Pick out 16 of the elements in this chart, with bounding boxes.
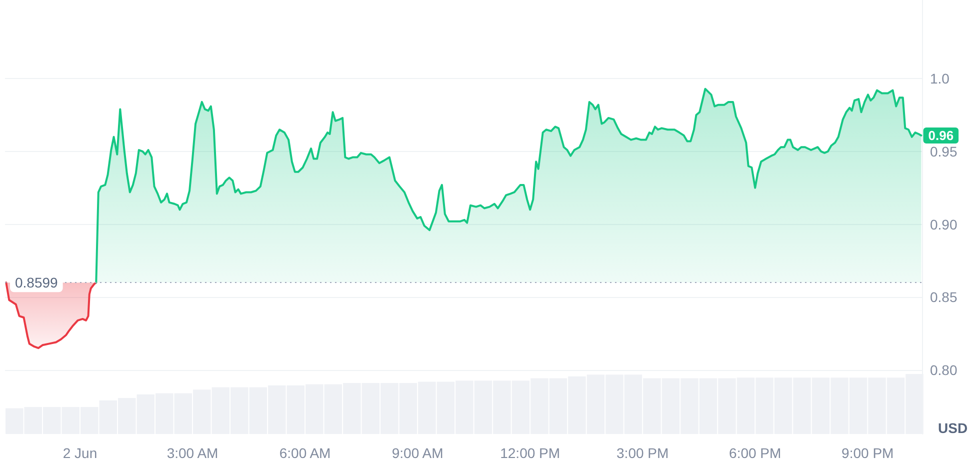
x-tick-label: 9:00 AM [392,445,444,461]
x-tick-label: 3:00 AM [166,445,218,461]
y-axis-title: USD [938,420,968,436]
y-tick-label: 0.80 [930,362,958,378]
y-tick-label: 0.90 [930,216,958,232]
x-tick-label: 12:00 PM [500,445,560,461]
x-tick-label: 9:00 PM [842,445,894,461]
y-tick-label: 0.85 [930,289,958,306]
annotation: 0.96 [928,128,954,143]
y-tick-label: 1.0 [930,70,950,87]
x-tick-label: 2 Jun [62,445,98,461]
x-tick-label: 6:00 PM [729,445,782,461]
x-tick-label: 3:00 PM [616,445,669,461]
x-tick-label: 6:00 AM [279,445,331,461]
ref-line-label: 0.8599 [15,274,58,291]
y-tick-label: 0.95 [930,143,958,160]
